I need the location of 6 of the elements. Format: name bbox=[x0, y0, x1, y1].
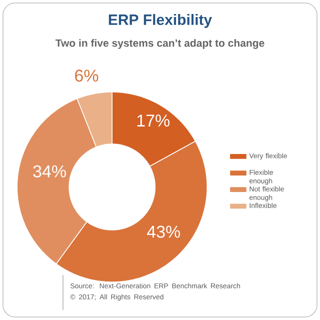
chart-subtitle: Two in five systems can’t adapt to change bbox=[55, 39, 264, 49]
data-label: 43% bbox=[147, 226, 180, 238]
data-label: 17% bbox=[137, 114, 170, 127]
data-label: 6% bbox=[75, 70, 98, 82]
chart-title: ERP Flexibility bbox=[108, 14, 212, 28]
data-label: 34% bbox=[33, 165, 66, 178]
